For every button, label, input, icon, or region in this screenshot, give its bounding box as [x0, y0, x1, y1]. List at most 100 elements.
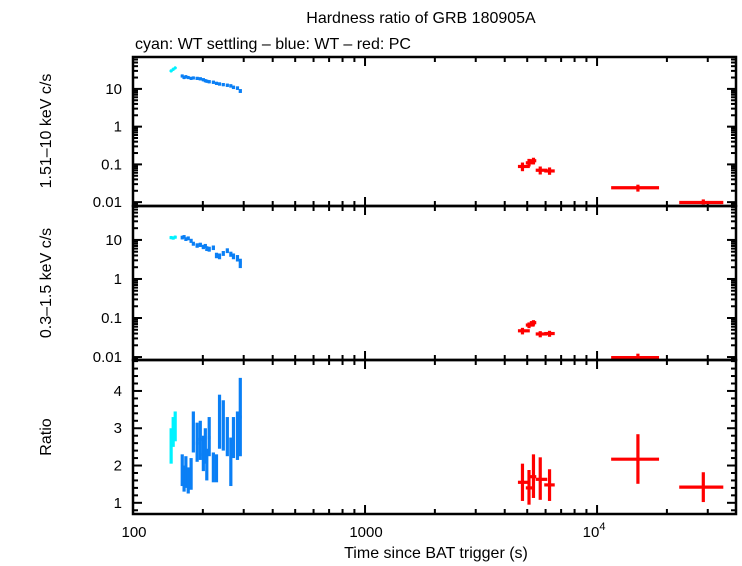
data-point	[214, 81, 219, 85]
chart-subtitle-legend: cyan: WT settling – blue: WT – red: PC	[135, 36, 411, 53]
data-point	[186, 75, 190, 80]
data-point	[217, 253, 222, 260]
y-tick-label: 4	[114, 383, 122, 400]
series-pc	[517, 434, 724, 505]
y-tick-label: 1	[114, 119, 122, 136]
data-point	[195, 243, 199, 248]
data-point	[231, 85, 236, 90]
data-point	[529, 157, 537, 165]
data-point	[205, 79, 209, 83]
data-point	[195, 422, 199, 462]
data-point	[173, 235, 177, 239]
data-point	[544, 167, 555, 175]
data-point	[207, 417, 211, 457]
data-point	[679, 472, 724, 503]
data-point	[198, 242, 202, 247]
data-point	[529, 320, 537, 326]
data-point	[191, 411, 195, 453]
data-point	[225, 83, 229, 87]
y-tick-label: 1	[114, 495, 122, 512]
data-point	[186, 236, 190, 241]
x-tick-label-exponent: 4	[599, 521, 605, 533]
data-point	[217, 394, 222, 449]
y-ticks	[133, 56, 736, 207]
y-axis-label-ratio: Ratio	[38, 418, 55, 455]
data-point	[173, 411, 177, 442]
data-point	[191, 241, 195, 246]
series-wt-settling	[169, 235, 177, 240]
data-point	[544, 469, 555, 501]
y-tick-label: 0.01	[93, 194, 122, 211]
y-tick-label: 1	[114, 271, 122, 288]
data-point	[198, 77, 202, 81]
x-tick-label-base: 10	[583, 524, 600, 541]
data-point	[535, 457, 548, 500]
data-point	[229, 437, 233, 487]
data-point	[182, 235, 186, 239]
data-points-ratio	[169, 377, 724, 505]
series-wt	[180, 377, 242, 494]
data-point	[238, 89, 242, 93]
panel-soft: 10 1 0.1 0.01	[93, 204, 738, 366]
data-point	[205, 246, 209, 252]
y-tick-label: 3	[114, 420, 122, 437]
panel-frame	[131, 204, 738, 362]
data-point	[217, 82, 222, 86]
data-point	[225, 248, 229, 254]
data-point	[211, 452, 215, 483]
y-tick-label: 0.01	[93, 349, 122, 366]
series-pc	[517, 320, 705, 360]
chart-title: Hardness ratio of GRB 180905A	[306, 10, 536, 27]
data-point	[214, 252, 219, 259]
data-point	[195, 76, 199, 80]
data-point	[611, 353, 660, 360]
series-wt	[180, 74, 242, 93]
data-point	[229, 84, 233, 88]
data-point	[679, 199, 724, 205]
data-point	[191, 76, 195, 80]
data-point	[214, 454, 219, 483]
x-tick-label: 104	[583, 521, 606, 541]
data-point	[229, 251, 233, 257]
y-tick-label: 2	[114, 458, 122, 475]
data-point	[231, 253, 236, 260]
panels: 10 1 0.1 0.01 10 1 0.1 0.01 4 3 2 1	[93, 55, 738, 516]
data-point	[173, 66, 177, 70]
series-wt-settling	[169, 411, 177, 464]
data-point	[238, 377, 242, 457]
panel-hard: 10 1 0.1 0.01	[93, 55, 738, 211]
data-point	[207, 246, 211, 252]
y-ticks	[133, 205, 736, 360]
data-point	[205, 448, 209, 481]
y-axis-label-soft: 0.3–1.5 keV c/s	[38, 228, 55, 338]
panel-ratio: 4 3 2 1	[114, 358, 738, 516]
y-tick-label: 0.1	[101, 156, 122, 173]
data-point	[235, 411, 240, 460]
data-point	[231, 417, 236, 459]
data-point	[544, 330, 555, 337]
data-point	[189, 238, 193, 243]
x-tick-label: 1000	[349, 524, 382, 541]
series-wt	[180, 235, 242, 269]
data-point	[211, 245, 215, 251]
y-tick-label: 10	[105, 232, 122, 249]
y-tick-label: 10	[105, 81, 122, 98]
series-pc	[517, 157, 724, 205]
x-tick-label-base: 100	[121, 524, 146, 541]
data-point	[221, 82, 225, 87]
data-points-hard	[169, 66, 724, 205]
data-point	[207, 80, 211, 84]
data-point	[171, 67, 175, 71]
x-ticks	[132, 206, 709, 360]
x-ticks	[132, 57, 709, 206]
panel-frame	[131, 358, 738, 516]
y-axis-label-hard: 1.51–10 keV c/s	[38, 74, 55, 189]
data-point	[611, 184, 660, 192]
data-point	[169, 69, 173, 73]
data-points-soft	[169, 235, 705, 360]
data-point	[529, 454, 537, 498]
data-point	[186, 467, 190, 494]
data-point	[225, 417, 229, 457]
x-tick-labels: 100 1000 104	[121, 521, 605, 541]
